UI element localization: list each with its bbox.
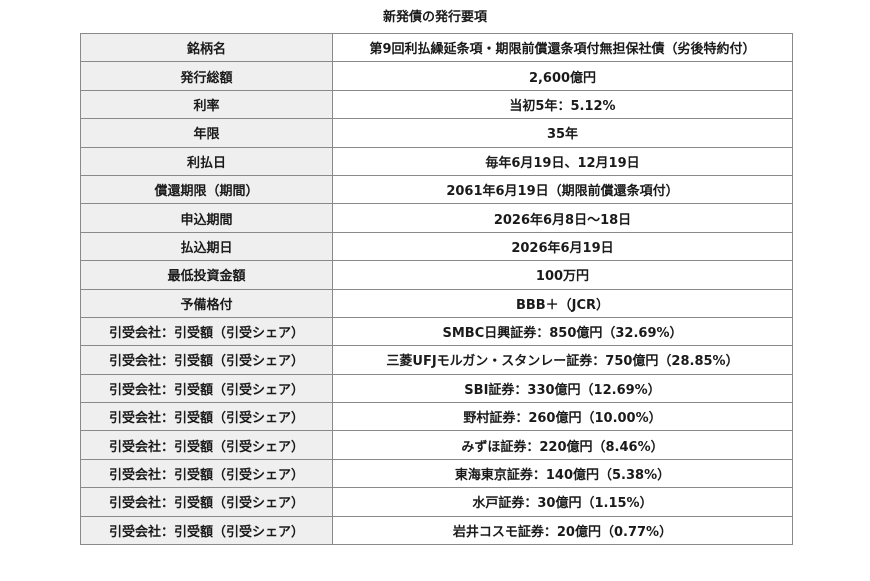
row-label: 引受会社：引受額（引受シェア）: [80, 373, 333, 404]
table-row: 銘柄名 第9回利払繰延条項・期限前償還条項付無担保社債（劣後特約付）: [80, 32, 793, 63]
table-row: 引受会社：引受額（引受シェア） 東海東京証券：140億円（5.38%）: [80, 458, 793, 489]
row-label: 引受会社：引受額（引受シェア）: [80, 402, 333, 432]
row-value: 水戸証券：30億円（1.15%）: [332, 487, 793, 517]
table-row: 引受会社：引受額（引受シェア） 水戸証券：30億円（1.15%）: [80, 487, 793, 517]
table-row: 最低投資金額 100万円: [80, 260, 793, 290]
row-label: 申込期間: [80, 203, 333, 233]
row-label: 引受会社：引受額（引受シェア）: [80, 430, 333, 460]
row-label: 銘柄名: [80, 32, 333, 63]
table-row: 利払日 毎年6月19日、12月19日: [80, 146, 793, 176]
table-row: 払込期日 2026年6月19日: [80, 231, 793, 262]
row-label: 予備格付: [80, 288, 333, 318]
row-value: 岩井コスモ証券：20億円（0.77%）: [332, 515, 793, 546]
table-row: 引受会社：引受額（引受シェア） 野村証券：260億円（10.00%）: [80, 402, 793, 432]
table-row: 利率 当初5年：5.12%: [80, 89, 793, 120]
table-row: 引受会社：引受額（引受シェア） SMBC日興証券：850億円（32.69%）: [80, 316, 793, 347]
table-row: 引受会社：引受額（引受シェア） 三菱UFJモルガン・スタンレー証券：750億円（2…: [80, 345, 793, 375]
table-row: 年限 35年: [80, 118, 793, 148]
row-label: 発行総額: [80, 61, 333, 91]
row-value: 35年: [332, 118, 793, 148]
row-value: SBI証券：330億円（12.69%）: [332, 373, 793, 404]
document-title: 新発債の発行要項: [382, 10, 487, 25]
table-row: 引受会社：引受額（引受シェア） 岩井コスモ証券：20億円（0.77%）: [80, 515, 793, 546]
row-value: 2026年6月19日: [332, 231, 793, 262]
row-value: 2,600億円: [332, 61, 793, 91]
row-label: 利払日: [80, 146, 333, 176]
row-value: 2026年6月8日～18日: [332, 203, 793, 233]
row-label: 払込期日: [80, 231, 333, 262]
row-value: 2061年6月19日（期限前償還条項付）: [332, 174, 793, 205]
row-label: 引受会社：引受額（引受シェア）: [80, 316, 333, 347]
row-label: 年限: [80, 118, 333, 148]
table-row: 予備格付 BBB＋（JCR）: [80, 288, 793, 318]
row-label: 引受会社：引受額（引受シェア）: [80, 515, 333, 546]
bond-terms-table: 銘柄名 第9回利払繰延条項・期限前償還条項付無担保社債（劣後特約付） 発行総額 2,6…: [80, 32, 793, 546]
row-label: 引受会社：引受額（引受シェア）: [80, 458, 333, 489]
table-row: 引受会社：引受額（引受シェア） みずほ証券：220億円（8.46%）: [80, 430, 793, 460]
row-label: 償還期限（期間）: [80, 174, 333, 205]
row-value: 東海東京証券：140億円（5.38%）: [332, 458, 793, 489]
row-value: みずほ証券：220億円（8.46%）: [332, 430, 793, 460]
row-value: 第9回利払繰延条項・期限前償還条項付無担保社債（劣後特約付）: [332, 32, 793, 63]
table-row: 発行総額 2,600億円: [80, 61, 793, 91]
table-row: 引受会社：引受額（引受シェア） SBI証券：330億円（12.69%）: [80, 373, 793, 404]
row-value: BBB＋（JCR）: [332, 288, 793, 318]
row-label: 引受会社：引受額（引受シェア）: [80, 345, 333, 375]
row-label: 最低投資金額: [80, 260, 333, 290]
row-value: 三菱UFJモルガン・スタンレー証券：750億円（28.85%）: [332, 345, 793, 375]
table-row: 償還期限（期間） 2061年6月19日（期限前償還条項付）: [80, 174, 793, 205]
table-row: 申込期間 2026年6月8日～18日: [80, 203, 793, 233]
bond-terms-body: 銘柄名 第9回利払繰延条項・期限前償還条項付無担保社債（劣後特約付） 発行総額 2,6…: [80, 32, 793, 546]
row-label: 引受会社：引受額（引受シェア）: [80, 487, 333, 517]
row-value: SMBC日興証券：850億円（32.69%）: [332, 316, 793, 347]
row-value: 100万円: [332, 260, 793, 290]
row-value: 毎年6月19日、12月19日: [332, 146, 793, 176]
row-label: 利率: [80, 89, 333, 120]
row-value: 当初5年：5.12%: [332, 89, 793, 120]
row-value: 野村証券：260億円（10.00%）: [332, 402, 793, 432]
